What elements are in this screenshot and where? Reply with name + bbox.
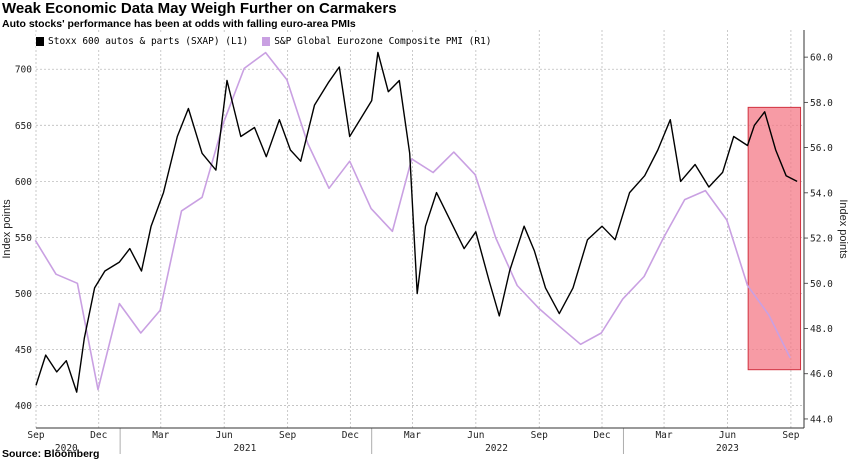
x-year-label: 2023 xyxy=(716,443,739,454)
y-left-tick-label: 700 xyxy=(15,65,32,76)
x-year-label: 2022 xyxy=(485,443,508,454)
x-tick-label: Sep xyxy=(782,430,799,441)
y-left-tick-label: 500 xyxy=(15,289,32,300)
y-right-tick-label: 48.0 xyxy=(810,324,833,335)
legend-item-sxap: Stoxx 600 autos & parts (SXAP) (L1) xyxy=(36,36,248,47)
axes: 400 450 500 550 600 650 700 44.0 46.0 48.0 50.0 52.… xyxy=(1,30,848,454)
x-year-label: 2021 xyxy=(233,443,256,454)
x-tick-label: Dec xyxy=(90,430,107,441)
y-right-tick-label: 44.0 xyxy=(810,414,833,425)
y-right-tick-label: 54.0 xyxy=(810,188,833,199)
x-tick-label: Jun xyxy=(467,430,484,441)
y-right-tick-label: 56.0 xyxy=(810,143,833,154)
y-left-tick-label: 400 xyxy=(15,401,32,412)
legend-swatch-sxap xyxy=(36,36,44,46)
chart-legend: Stoxx 600 autos & parts (SXAP) (L1) S&P … xyxy=(36,34,506,48)
x-tick-label: Sep xyxy=(531,430,548,441)
x-tick-label: Jun xyxy=(216,430,233,441)
y-right-axis-title: Index points xyxy=(837,199,848,259)
legend-swatch-pmi xyxy=(262,36,271,46)
y-right-tick-label: 52.0 xyxy=(810,234,833,245)
x-tick-label: Jun xyxy=(719,430,736,441)
y-right-tick-label: 58.0 xyxy=(810,98,833,109)
x-tick-label: Mar xyxy=(404,430,421,441)
x-tick-label: Dec xyxy=(593,430,610,441)
x-tick-label: Mar xyxy=(152,430,169,441)
x-year-label: 2020 xyxy=(55,443,78,454)
legend-label-pmi: S&P Global Eurozone Composite PMI (R1) xyxy=(274,35,492,47)
y-left-axis-title: Index points xyxy=(1,199,13,259)
chart-title: Weak Economic Data May Weigh Further on … xyxy=(2,0,397,17)
y-left-tick-label: 650 xyxy=(15,121,32,132)
y-left-tick-label: 550 xyxy=(15,233,32,244)
y-right-tick-label: 50.0 xyxy=(810,279,833,290)
y-left-tick-label: 600 xyxy=(15,177,32,188)
series-line-pmi xyxy=(34,51,791,391)
y-right-tick-label: 60.0 xyxy=(810,53,833,64)
x-tick-label: Mar xyxy=(655,430,672,441)
x-tick-label: Sep xyxy=(27,430,44,441)
chart-subtitle: Auto stocks' performance has been at odd… xyxy=(2,18,356,30)
legend-item-pmi: S&P Global Eurozone Composite PMI (R1) xyxy=(262,35,492,47)
y-right-tick-label: 46.0 xyxy=(810,369,833,380)
x-tick-label: Sep xyxy=(279,430,296,441)
series-lines xyxy=(34,51,798,393)
y-left-tick-label: 450 xyxy=(15,345,32,356)
x-tick-label: Dec xyxy=(342,430,359,441)
series-line-sxap xyxy=(35,51,798,393)
chart-source: Source: Bloomberg xyxy=(2,448,100,460)
legend-label-sxap: Stoxx 600 autos & parts (SXAP) (L1) xyxy=(48,35,249,47)
